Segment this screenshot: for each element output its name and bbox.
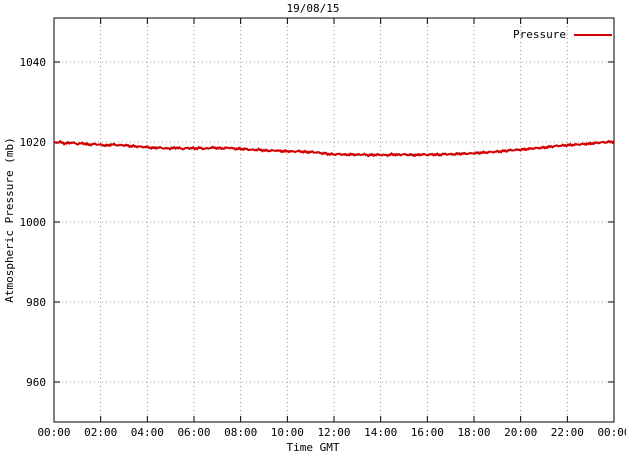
legend: Pressure <box>460 28 612 41</box>
svg-text:18:00: 18:00 <box>457 426 490 439</box>
svg-text:12:00: 12:00 <box>317 426 350 439</box>
svg-text:14:00: 14:00 <box>364 426 397 439</box>
y-axis-label: Atmospheric Pressure (mb) <box>3 137 16 303</box>
svg-text:04:00: 04:00 <box>131 426 164 439</box>
x-axis-label: Time GMT <box>286 441 340 454</box>
svg-text:1020: 1020 <box>20 136 47 149</box>
svg-text:1000: 1000 <box>20 216 47 229</box>
svg-text:06:00: 06:00 <box>177 426 210 439</box>
svg-text:00:00: 00:00 <box>37 426 70 439</box>
chart-title: 19/08/15 <box>286 2 340 15</box>
legend-line-swatch <box>574 33 612 36</box>
svg-text:08:00: 08:00 <box>224 426 257 439</box>
legend-label: Pressure <box>513 28 566 41</box>
svg-text:960: 960 <box>26 376 46 389</box>
svg-text:16:00: 16:00 <box>411 426 444 439</box>
svg-text:10:00: 10:00 <box>271 426 304 439</box>
svg-text:1040: 1040 <box>20 56 47 69</box>
svg-text:02:00: 02:00 <box>84 426 117 439</box>
svg-text:00:00: 00:00 <box>597 426 626 439</box>
svg-text:22:00: 22:00 <box>551 426 584 439</box>
svg-text:20:00: 20:00 <box>504 426 537 439</box>
svg-text:980: 980 <box>26 296 46 309</box>
